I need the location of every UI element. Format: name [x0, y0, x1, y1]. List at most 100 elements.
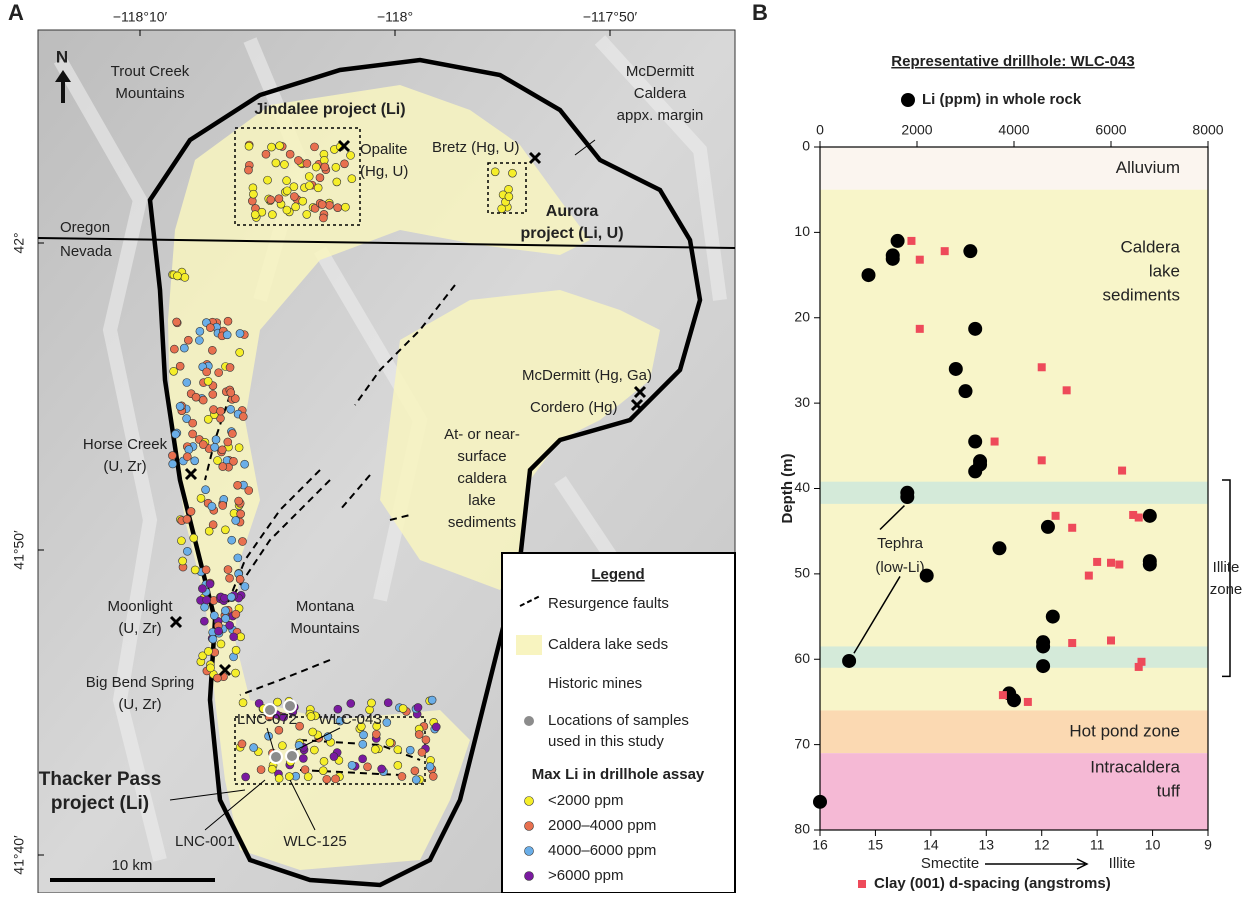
sample-site [221, 607, 229, 615]
sample-site [208, 502, 216, 510]
sample-site [347, 151, 355, 159]
map-label: project (Li, U) [520, 225, 623, 242]
sample-site [299, 754, 307, 762]
sample-site [227, 389, 235, 397]
sample-site [268, 211, 276, 219]
sample-site [257, 766, 265, 774]
sample-site [210, 612, 218, 620]
sample-site [312, 163, 320, 171]
sample-site [414, 703, 422, 711]
sample-site [418, 748, 426, 756]
sample-site [311, 143, 319, 151]
bracket-label: Illite [1213, 559, 1240, 576]
map-label: Thacker Pass [39, 769, 162, 790]
map-label: WLC-043 [318, 711, 381, 728]
li-point [1036, 659, 1050, 673]
sample-site [189, 419, 197, 427]
sample-site [280, 160, 288, 168]
x-axis-label: Illite [1109, 855, 1136, 872]
sample-site [333, 178, 341, 186]
map-label: Opalite [360, 141, 408, 158]
map-label: project (Li) [51, 793, 149, 814]
sample-site [183, 453, 191, 461]
sample-site [234, 554, 242, 562]
map-label: McDermitt (Hg, Ga) [522, 367, 652, 384]
sample-site [262, 150, 270, 158]
sample-site [364, 763, 372, 771]
annotation: Tephra [877, 535, 924, 552]
sample-site [173, 272, 181, 280]
x-tick-label: 10 [1145, 837, 1161, 853]
sample-site [222, 615, 230, 623]
clay-point [999, 691, 1007, 699]
map-label: LNC-072 [237, 711, 297, 728]
sample-site [316, 174, 324, 182]
sample-site [189, 430, 197, 438]
sample-site [309, 728, 317, 736]
study-sample [286, 750, 298, 762]
sample-site [305, 182, 313, 190]
sample-site [202, 486, 210, 494]
sample-site [217, 407, 225, 415]
sample-site [217, 640, 225, 648]
sample-site [272, 159, 280, 167]
sample-site [305, 173, 313, 181]
sample-site [173, 318, 181, 326]
clay-point [1063, 386, 1071, 394]
sample-site [176, 362, 184, 370]
map-label: Aurora [546, 203, 599, 220]
x2-tick-label: 8000 [1192, 122, 1223, 138]
sample-site [367, 699, 375, 707]
li-point [992, 541, 1006, 555]
sample-site [187, 507, 195, 515]
sample-site [325, 201, 333, 209]
lat-tick-label: 42° [11, 232, 27, 253]
sample-site [184, 336, 192, 344]
sample-site [299, 197, 307, 205]
sample-site [398, 772, 406, 780]
sample-site [394, 761, 402, 769]
sample-site [232, 646, 240, 654]
sample-site [268, 765, 276, 773]
sample-site [200, 617, 208, 625]
sample-site [250, 744, 258, 752]
sample-site [183, 515, 191, 523]
li-point [959, 384, 973, 398]
x2-tick-label: 2000 [901, 122, 932, 138]
clay-point [991, 438, 999, 446]
sample-site [208, 346, 216, 354]
sample-site [321, 163, 329, 171]
sample-site [286, 150, 294, 158]
sample-site [275, 195, 283, 203]
clay-point [1038, 363, 1046, 371]
sample-site [219, 501, 227, 509]
sample-site [170, 345, 178, 353]
map-label: (Hg, U) [360, 163, 408, 180]
clay-point [1115, 560, 1123, 568]
map-label: appx. margin [617, 107, 704, 124]
li-point [900, 490, 914, 504]
sample-site [213, 674, 221, 682]
sample-site [412, 776, 420, 784]
sample-site [319, 767, 327, 775]
sample-site [359, 740, 367, 748]
map-label: Bretz (Hg, U) [432, 139, 520, 156]
sample-site [168, 452, 176, 460]
clay-point [916, 256, 924, 264]
sample-site [283, 177, 291, 185]
sample-site [422, 736, 430, 744]
sample-site [508, 169, 516, 177]
sample-site [332, 163, 340, 171]
sample-site [378, 765, 386, 773]
sample-site [226, 574, 234, 582]
li-point [920, 569, 934, 583]
map-label: (U, Zr) [118, 620, 161, 637]
legend-marker [901, 93, 915, 107]
legend-swatch [525, 847, 534, 856]
lon-tick-label: −118° [377, 9, 413, 25]
sample-site [323, 775, 331, 783]
sample-site [304, 773, 312, 781]
map-label: McDermitt [626, 63, 695, 80]
sample-site [206, 580, 214, 588]
x-tick-label: 15 [868, 837, 884, 853]
